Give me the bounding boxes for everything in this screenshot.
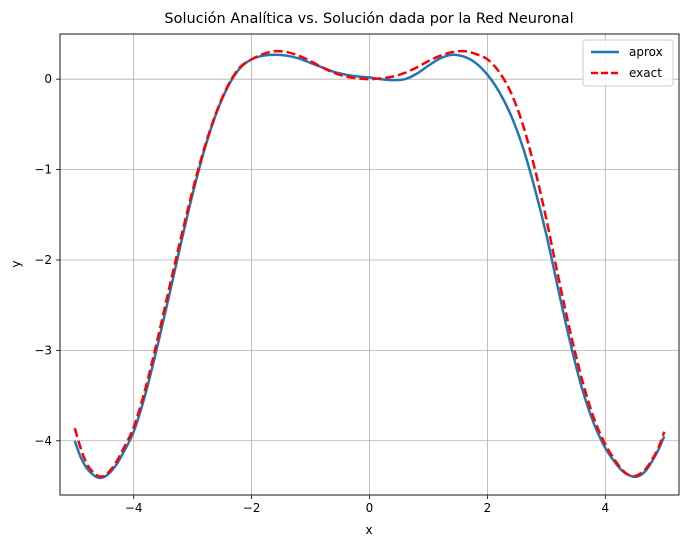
y-tick-label: −1 bbox=[34, 163, 52, 177]
legend-label-exact: exact bbox=[629, 66, 662, 80]
x-tick-label: 4 bbox=[601, 501, 609, 515]
y-tick-label: −2 bbox=[34, 253, 52, 267]
series-line-exact bbox=[73, 49, 666, 478]
grid-lines bbox=[60, 34, 679, 495]
series-line-aprox bbox=[73, 53, 666, 480]
legend: aprox exact bbox=[582, 39, 674, 87]
y-axis-ticks: 0 −1 −2 −3 −4 bbox=[34, 72, 60, 448]
chart-title: Solución Analítica vs. Solución dada por… bbox=[164, 11, 573, 27]
y-tick-label: 0 bbox=[44, 72, 52, 86]
x-tick-label: 0 bbox=[366, 501, 374, 515]
legend-label-aprox: aprox bbox=[629, 45, 663, 59]
y-tick-label: −4 bbox=[34, 434, 52, 448]
x-tick-label: −4 bbox=[125, 501, 143, 515]
x-tick-label: 2 bbox=[484, 501, 492, 515]
x-axis-ticks: −4 −2 0 2 4 bbox=[125, 495, 609, 515]
y-axis-label: y bbox=[9, 260, 23, 267]
x-tick-label: −2 bbox=[243, 501, 261, 515]
plot-series bbox=[73, 49, 666, 480]
y-tick-label: −3 bbox=[34, 343, 52, 357]
x-axis-label: x bbox=[365, 523, 372, 537]
